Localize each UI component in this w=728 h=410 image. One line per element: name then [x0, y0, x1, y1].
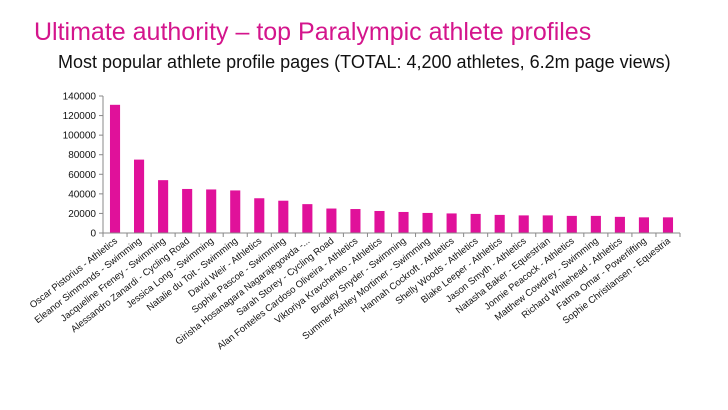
bar [566, 215, 577, 234]
bar [278, 200, 289, 233]
bar [662, 217, 674, 233]
slide-subtitle: Most popular athlete profile pages (TOTA… [58, 52, 671, 72]
y-tick-label: 60000 [68, 170, 96, 181]
y-tick-label: 120000 [63, 111, 97, 122]
y-tick-label: 40000 [68, 189, 96, 200]
slide-title: Ultimate authority – top Paralympic athl… [34, 18, 592, 46]
y-tick-label: 20000 [68, 209, 96, 220]
bar [254, 198, 265, 233]
bar [326, 208, 337, 233]
bar [494, 214, 505, 233]
y-tick-label: 140000 [63, 92, 97, 103]
bar [134, 159, 145, 233]
bar [614, 216, 625, 233]
bar [398, 211, 409, 233]
y-tick-label: 100000 [63, 131, 97, 142]
bar [302, 204, 313, 233]
y-axis: 0 20000 40000 60000 80000 100000 120000 140000 [63, 92, 104, 240]
bar [158, 180, 169, 233]
bar [109, 104, 121, 233]
bar [518, 215, 529, 233]
bar [590, 215, 601, 234]
y-tick-label: 0 [90, 229, 96, 240]
bar [374, 210, 385, 233]
bar [422, 212, 433, 233]
bars [109, 104, 674, 234]
bar [182, 188, 193, 233]
bar [470, 213, 481, 233]
bar [446, 213, 457, 233]
y-tick-label: 80000 [68, 150, 96, 161]
bar [542, 215, 553, 233]
bar [638, 217, 649, 233]
bar [206, 189, 217, 233]
bar [230, 190, 241, 233]
bar [350, 209, 361, 233]
